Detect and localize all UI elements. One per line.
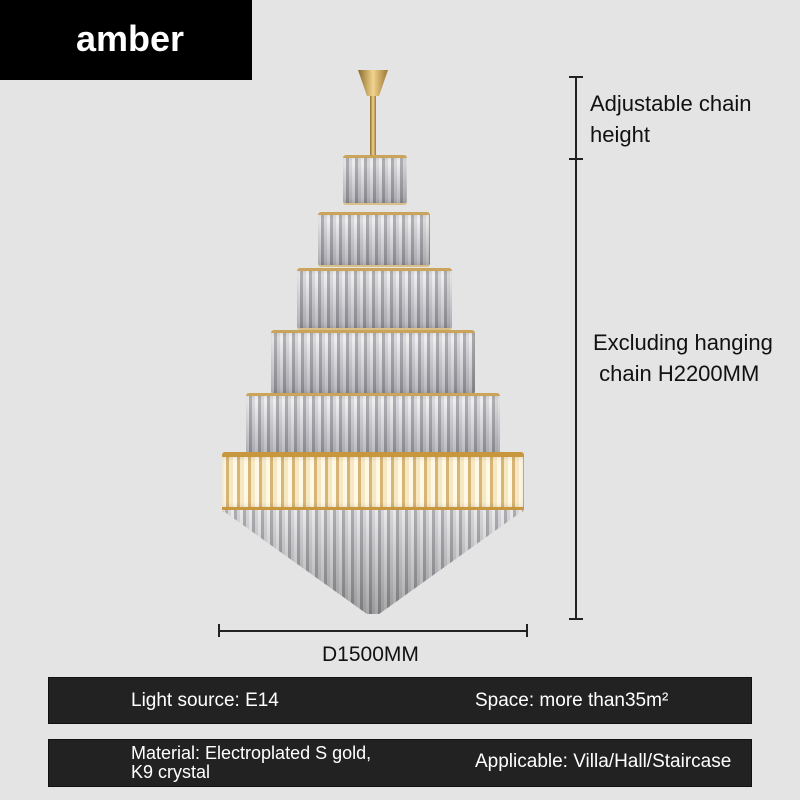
tier-4 <box>271 330 475 395</box>
diameter-label: D1500MM <box>322 643 419 666</box>
spec-applicable: Applicable: Villa/Hall/Staircase <box>475 751 732 772</box>
tier-5 <box>246 393 500 458</box>
chain-label: Adjustable chain height <box>590 91 752 147</box>
diameter-dimension-line <box>218 630 527 632</box>
spec-material: Material: Electroplated S gold, K9 cryst… <box>131 743 372 782</box>
dimension-tick <box>569 76 583 78</box>
tier-6 <box>222 452 524 512</box>
spec-space: Space: more than35m² <box>475 690 669 711</box>
tier-3 <box>297 268 452 330</box>
spec-row: Light source: E14 Space: more than35m² <box>48 677 752 724</box>
dimension-tick <box>569 158 583 160</box>
height-label: Excluding hanging chain H2200MM <box>593 330 773 386</box>
canopy <box>358 70 388 96</box>
dimension-tick <box>526 624 528 637</box>
tier-2 <box>318 212 430 267</box>
spec-row: Material: Electroplated S gold, K9 cryst… <box>48 739 752 787</box>
chain-rod <box>370 96 376 156</box>
spec-light-source: Light source: E14 <box>131 690 279 711</box>
tier-1 <box>343 155 407 205</box>
crystal-cone <box>222 510 524 614</box>
height-dimension-line <box>575 76 577 618</box>
dimension-tick <box>569 618 583 620</box>
dimension-tick <box>218 624 220 637</box>
color-tag: amber <box>0 0 252 80</box>
